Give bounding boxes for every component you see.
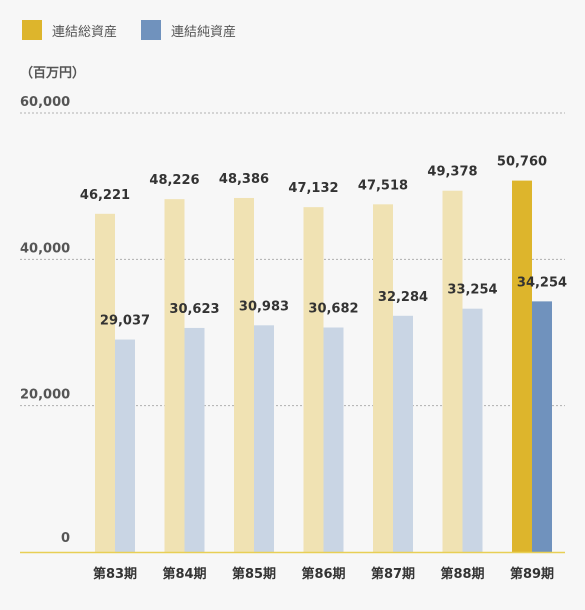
value-label-total-assets: 47,518 bbox=[358, 178, 408, 193]
legend-item-net-assets: 連結純資産 bbox=[141, 20, 236, 40]
value-label-net-assets: 29,037 bbox=[100, 314, 150, 329]
x-category-label: 第86期 bbox=[301, 566, 345, 582]
value-label-total-assets: 49,378 bbox=[427, 165, 477, 180]
value-label-total-assets: 47,132 bbox=[288, 181, 338, 196]
value-label-total-assets: 48,386 bbox=[219, 172, 269, 187]
bar-total-assets bbox=[95, 213, 115, 552]
x-category-label: 第84期 bbox=[162, 566, 206, 582]
y-tick-label: 60,000 bbox=[20, 95, 70, 110]
value-label-net-assets: 30,983 bbox=[239, 299, 289, 314]
value-label-total-assets: 46,221 bbox=[80, 188, 130, 203]
value-label-net-assets: 32,284 bbox=[378, 290, 428, 305]
y-tick-label: 40,000 bbox=[20, 241, 70, 256]
y-tick-label: 0 bbox=[61, 531, 70, 546]
x-category-label: 第83期 bbox=[93, 566, 137, 582]
legend-swatch-total-assets bbox=[22, 20, 42, 40]
bar-total-assets bbox=[373, 204, 393, 552]
x-category-label: 第88期 bbox=[440, 566, 484, 582]
y-tick-label: 20,000 bbox=[20, 388, 70, 403]
bar-total-assets bbox=[164, 199, 185, 553]
bar-net-assets bbox=[393, 315, 413, 552]
x-category-label: 第85期 bbox=[232, 566, 276, 582]
x-category-label: 第89期 bbox=[510, 566, 554, 582]
bar-net-assets bbox=[254, 325, 274, 552]
legend-swatch-net-assets bbox=[141, 20, 162, 40]
bar-net-assets bbox=[184, 327, 205, 552]
legend-label-net-assets: 連結純資産 bbox=[171, 24, 237, 40]
bar-net-assets bbox=[323, 327, 344, 552]
bar-total-assets bbox=[234, 197, 254, 552]
value-label-net-assets: 33,254 bbox=[447, 283, 497, 298]
bar-total-assets bbox=[442, 190, 463, 552]
unit-label: （百万円） bbox=[20, 66, 86, 81]
bar-total-assets bbox=[303, 207, 324, 552]
bar-net-assets bbox=[462, 308, 483, 552]
value-label-net-assets: 30,682 bbox=[308, 302, 358, 317]
value-label-net-assets: 30,623 bbox=[169, 302, 219, 317]
bar-total-assets bbox=[512, 180, 532, 552]
legend-item-total-assets: 連結総資産 bbox=[22, 20, 117, 40]
value-label-net-assets: 34,254 bbox=[517, 275, 567, 290]
bar-net-assets bbox=[532, 301, 552, 552]
value-label-total-assets: 48,226 bbox=[149, 173, 199, 188]
legend-label-total-assets: 連結総資産 bbox=[52, 24, 118, 40]
legend: 連結総資産 連結純資産 bbox=[22, 20, 260, 40]
x-category-label: 第87期 bbox=[371, 566, 415, 582]
value-label-total-assets: 50,760 bbox=[497, 155, 547, 170]
bar-net-assets bbox=[115, 339, 135, 552]
